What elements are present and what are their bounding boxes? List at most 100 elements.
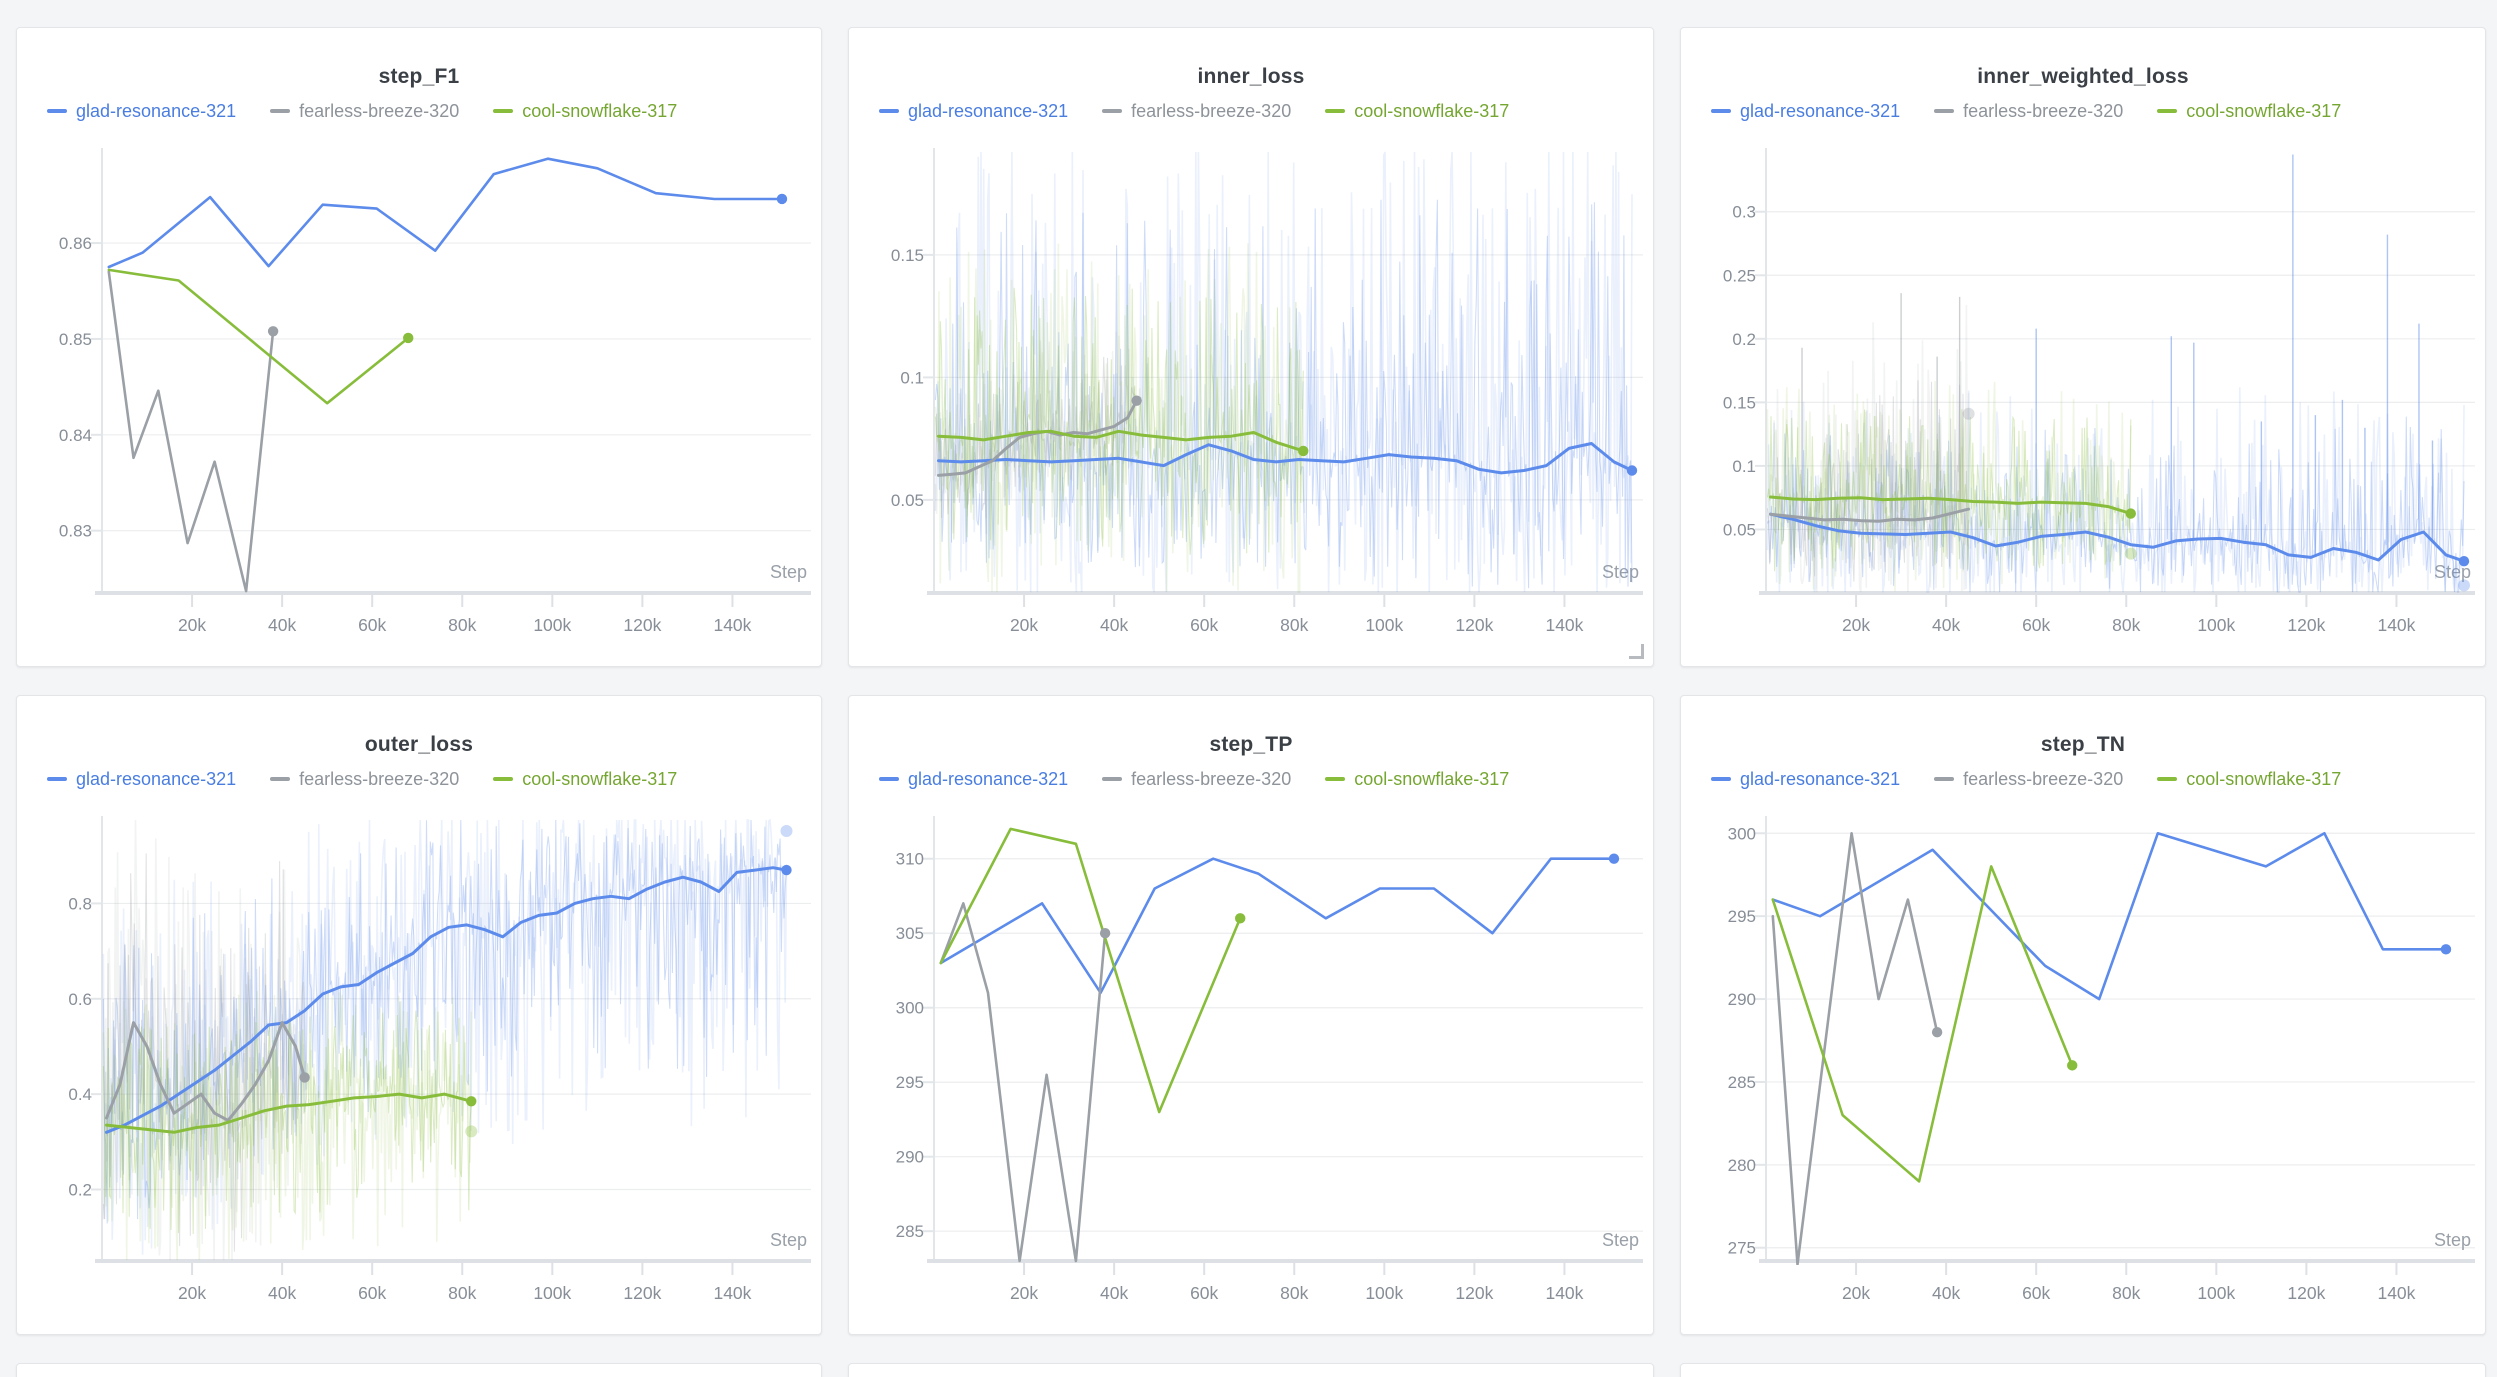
legend-item[interactable]: fearless-breeze-320 bbox=[270, 101, 459, 122]
legend-item[interactable]: fearless-breeze-320 bbox=[1934, 769, 2123, 790]
legend-run-name: glad-resonance-321 bbox=[76, 768, 237, 789]
legend-run-name: fearless-breeze-320 bbox=[1963, 768, 2124, 789]
svg-text:Step: Step bbox=[770, 562, 807, 582]
chart-panel[interactable]: inner_loss glad-resonance-321 fearless-b… bbox=[848, 27, 1654, 667]
svg-text:40k: 40k bbox=[1100, 1283, 1128, 1303]
svg-text:80k: 80k bbox=[448, 615, 476, 635]
legend-item[interactable]: glad-resonance-321 bbox=[1711, 769, 1900, 790]
chart-title: inner_loss bbox=[1197, 65, 1305, 88]
legend-item[interactable]: glad-resonance-321 bbox=[879, 769, 1068, 790]
legend-run-name: fearless-breeze-320 bbox=[1131, 100, 1292, 121]
legend-dash-icon bbox=[879, 109, 899, 113]
svg-text:0.2: 0.2 bbox=[68, 1180, 92, 1199]
svg-text:0.85: 0.85 bbox=[59, 330, 92, 349]
legend-run-name: cool-snowflake-317 bbox=[1354, 768, 1510, 789]
legend-run-name: glad-resonance-321 bbox=[908, 100, 1069, 121]
legend-dash-icon bbox=[1325, 109, 1346, 113]
chart-panel-peek[interactable] bbox=[1680, 1363, 2486, 1377]
chart-panel-peek[interactable] bbox=[16, 1363, 822, 1377]
svg-text:140k: 140k bbox=[1545, 1283, 1583, 1303]
chart-panel[interactable]: step_TP glad-resonance-321 fearless-bree… bbox=[848, 695, 1654, 1335]
svg-text:Step: Step bbox=[1602, 562, 1639, 582]
chart-panel[interactable]: outer_loss glad-resonance-321 fearless-b… bbox=[16, 695, 822, 1335]
chart-legend: glad-resonance-321 fearless-breeze-320 c… bbox=[1711, 766, 2485, 792]
svg-text:20k: 20k bbox=[1010, 615, 1038, 635]
chart-panel[interactable]: step_TN glad-resonance-321 fearless-bree… bbox=[1680, 695, 2486, 1335]
legend-item[interactable]: cool-snowflake-317 bbox=[2157, 101, 2341, 122]
svg-text:290: 290 bbox=[1728, 990, 1756, 1009]
svg-text:275: 275 bbox=[1728, 1239, 1756, 1258]
svg-text:285: 285 bbox=[896, 1222, 924, 1241]
svg-text:0.3: 0.3 bbox=[1732, 203, 1756, 222]
svg-text:20k: 20k bbox=[1010, 1283, 1038, 1303]
legend-dash-icon bbox=[270, 109, 291, 113]
chart-plot: 310 305 300 295 290 285 20k 40k 60k 80k 100k 120k 14… bbox=[896, 816, 1643, 1303]
svg-text:140k: 140k bbox=[2377, 615, 2415, 635]
chart-legend: glad-resonance-321 fearless-breeze-320 c… bbox=[47, 766, 821, 792]
legend-run-name: cool-snowflake-317 bbox=[2186, 100, 2342, 121]
legend-item[interactable]: cool-snowflake-317 bbox=[1325, 101, 1509, 122]
svg-text:80k: 80k bbox=[448, 1283, 476, 1303]
svg-text:120k: 120k bbox=[1455, 1283, 1493, 1303]
svg-text:20k: 20k bbox=[178, 1283, 206, 1303]
chart-legend: glad-resonance-321 fearless-breeze-320 c… bbox=[47, 98, 821, 124]
legend-item[interactable]: fearless-breeze-320 bbox=[270, 769, 459, 790]
svg-text:120k: 120k bbox=[2287, 1283, 2325, 1303]
svg-text:20k: 20k bbox=[1842, 1283, 1870, 1303]
legend-item[interactable]: cool-snowflake-317 bbox=[493, 769, 677, 790]
svg-text:100k: 100k bbox=[1365, 1283, 1403, 1303]
svg-text:40k: 40k bbox=[268, 1283, 296, 1303]
legend-item[interactable]: cool-snowflake-317 bbox=[1325, 769, 1509, 790]
legend-item[interactable]: glad-resonance-321 bbox=[47, 101, 236, 122]
svg-text:80k: 80k bbox=[1280, 1283, 1308, 1303]
svg-text:0.25: 0.25 bbox=[1723, 266, 1756, 285]
legend-dash-icon bbox=[47, 777, 67, 781]
svg-text:0.4: 0.4 bbox=[68, 1085, 92, 1104]
svg-text:100k: 100k bbox=[2197, 1283, 2235, 1303]
svg-text:20k: 20k bbox=[1842, 615, 1870, 635]
svg-text:310: 310 bbox=[896, 850, 924, 869]
legend-item[interactable]: glad-resonance-321 bbox=[47, 769, 236, 790]
svg-text:80k: 80k bbox=[2112, 1283, 2140, 1303]
svg-text:100k: 100k bbox=[533, 1283, 571, 1303]
svg-text:140k: 140k bbox=[1545, 615, 1583, 635]
legend-dash-icon bbox=[2157, 109, 2178, 113]
svg-text:0.1: 0.1 bbox=[900, 368, 924, 387]
legend-run-name: cool-snowflake-317 bbox=[1354, 100, 1510, 121]
chart-panel[interactable]: step_F1 glad-resonance-321 fearless-bree… bbox=[16, 27, 822, 667]
legend-run-name: glad-resonance-321 bbox=[908, 768, 1069, 789]
chart-panel-peek[interactable] bbox=[848, 1363, 1654, 1377]
chart-legend: glad-resonance-321 fearless-breeze-320 c… bbox=[1711, 98, 2485, 124]
svg-text:140k: 140k bbox=[713, 1283, 751, 1303]
chart-panel[interactable]: inner_weighted_loss glad-resonance-321 f… bbox=[1680, 27, 2486, 667]
next-row-panels-peek bbox=[16, 1363, 2486, 1377]
resize-handle-icon[interactable] bbox=[1629, 644, 1644, 659]
chart-plot: 0.86 0.85 0.84 0.83 20k 40k 60k 80k 100k 120k 140k… bbox=[59, 148, 811, 635]
svg-text:140k: 140k bbox=[713, 615, 751, 635]
chart-plot: 0.3 0.25 0.2 0.15 0.1 0.05 20k 40k 60k 80k 100k 120… bbox=[1723, 148, 2475, 635]
svg-text:0.84: 0.84 bbox=[59, 426, 92, 445]
legend-item[interactable]: cool-snowflake-317 bbox=[2157, 769, 2341, 790]
svg-text:100k: 100k bbox=[533, 615, 571, 635]
svg-text:0.05: 0.05 bbox=[891, 491, 924, 510]
svg-text:0.05: 0.05 bbox=[1723, 520, 1756, 539]
svg-text:40k: 40k bbox=[1100, 615, 1128, 635]
svg-text:0.86: 0.86 bbox=[59, 234, 92, 253]
svg-text:0.15: 0.15 bbox=[1723, 393, 1756, 412]
svg-text:60k: 60k bbox=[358, 615, 386, 635]
legend-item[interactable]: fearless-breeze-320 bbox=[1102, 101, 1291, 122]
legend-item[interactable]: fearless-breeze-320 bbox=[1934, 101, 2123, 122]
chart-plot: 0.8 0.6 0.4 0.2 20k 40k 60k 80k 100k 120k 140k Step bbox=[68, 816, 811, 1303]
legend-item[interactable]: glad-resonance-321 bbox=[879, 101, 1068, 122]
legend-item[interactable]: cool-snowflake-317 bbox=[493, 101, 677, 122]
legend-item[interactable]: fearless-breeze-320 bbox=[1102, 769, 1291, 790]
legend-run-name: glad-resonance-321 bbox=[1740, 100, 1901, 121]
legend-dash-icon bbox=[1711, 777, 1731, 781]
legend-dash-icon bbox=[493, 777, 514, 781]
legend-run-name: fearless-breeze-320 bbox=[299, 100, 460, 121]
legend-run-name: cool-snowflake-317 bbox=[522, 100, 678, 121]
svg-text:0.8: 0.8 bbox=[68, 894, 92, 913]
svg-text:0.2: 0.2 bbox=[1732, 330, 1756, 349]
svg-text:60k: 60k bbox=[1190, 615, 1218, 635]
legend-item[interactable]: glad-resonance-321 bbox=[1711, 101, 1900, 122]
